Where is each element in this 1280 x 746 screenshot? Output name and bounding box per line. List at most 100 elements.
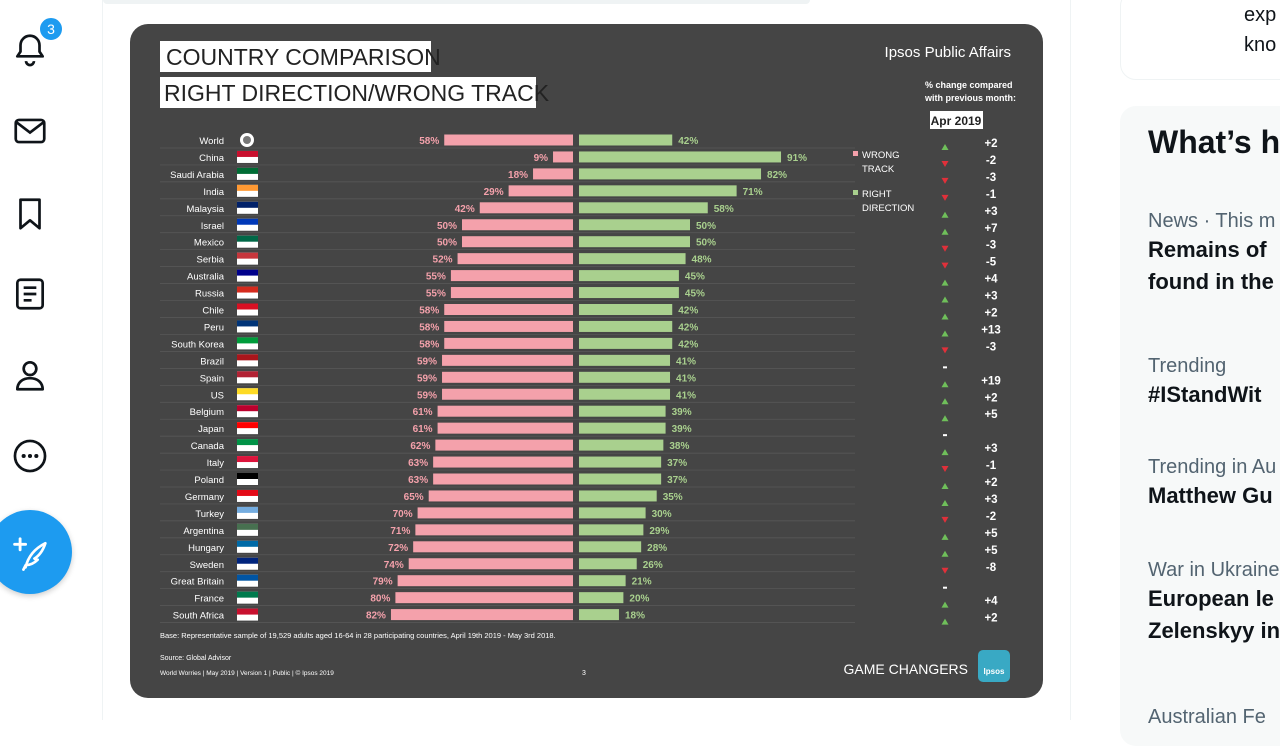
change-label: +2 — [984, 613, 997, 625]
country-flag-band — [237, 473, 258, 479]
country-flag-band — [237, 286, 258, 293]
up-arrow-icon — [941, 483, 949, 489]
trend-item[interactable]: Trending #IStandWit — [1148, 353, 1261, 411]
legend-label: RIGHT — [862, 189, 892, 200]
notifications-button[interactable]: 3 — [10, 16, 64, 70]
month-box — [930, 111, 983, 129]
tweet-image[interactable]: COUNTRY COMPARISON RIGHT DIRECTION/WRONG… — [130, 24, 1043, 698]
country-label: Hungary — [188, 543, 224, 554]
right-direction-label: 38% — [669, 441, 689, 452]
right-direction-bar — [579, 219, 690, 231]
chart-row: Serbia 52% 48% -5 — [160, 252, 997, 269]
right-direction-bar — [579, 490, 657, 502]
chart-row: Spain 59% 41% +19 — [160, 371, 1001, 388]
wrong-track-label: 42% — [455, 204, 475, 215]
change-label: -1 — [986, 189, 997, 201]
wrong-track-bar — [442, 388, 573, 400]
wrong-track-bar — [442, 371, 573, 383]
wrong-track-bar — [397, 575, 573, 587]
right-direction-label: 42% — [678, 136, 698, 147]
wrong-track-bar — [390, 609, 573, 621]
change-label: +4 — [984, 596, 998, 608]
legend-swatch — [853, 190, 858, 195]
top-strip — [103, 0, 810, 4]
trend-item[interactable]: Trending in Au Matthew Gu — [1148, 454, 1276, 512]
more-button[interactable] — [10, 436, 50, 476]
right-direction-label: 50% — [696, 238, 716, 249]
right-direction-label: 18% — [625, 611, 645, 622]
chart-row: US 59% 41% +2 — [160, 388, 998, 405]
right-direction-label: 28% — [647, 543, 667, 554]
right-direction-bar — [579, 592, 624, 604]
change-label: +5 — [984, 409, 998, 421]
up-arrow-icon — [941, 533, 949, 540]
bookmarks-button[interactable] — [10, 194, 50, 234]
wrong-track-label: 61% — [413, 424, 433, 435]
country-flag-band — [237, 422, 258, 429]
no-change-dash — [943, 434, 947, 437]
trends-panel — [1120, 106, 1280, 746]
chart-row: Israel 50% 50% +7 — [160, 218, 998, 235]
right-direction-bar — [579, 609, 619, 621]
country-flag-band — [237, 489, 258, 496]
country-label: Belgium — [190, 407, 224, 418]
chart-row: Australia 55% 45% +4 — [160, 269, 998, 286]
change-label: +19 — [981, 375, 1001, 387]
country-label: Israel — [201, 221, 224, 232]
profile-button[interactable] — [10, 355, 50, 395]
right-direction-bar — [579, 134, 673, 146]
country-label: Saudi Arabia — [170, 170, 225, 181]
up-arrow-icon — [941, 144, 949, 150]
country-label: Australia — [187, 272, 225, 283]
globe-icon-land — [243, 136, 251, 144]
country-comparison-chart: COUNTRY COMPARISON RIGHT DIRECTION/WRONG… — [160, 41, 1016, 682]
right-direction-label: 45% — [685, 289, 705, 300]
right-direction-label: 91% — [787, 153, 807, 164]
down-arrow-icon — [941, 567, 949, 574]
lists-button[interactable] — [10, 274, 50, 314]
trend-headline: European le — [1148, 586, 1274, 611]
country-label: Germany — [185, 492, 224, 503]
chart-row: Germany 65% 35% +3 — [160, 489, 998, 506]
wrong-track-label: 29% — [484, 187, 504, 198]
change-label: +3 — [984, 206, 997, 218]
country-flag-band — [237, 167, 258, 174]
right-direction-label: 82% — [767, 170, 787, 181]
trend-item[interactable]: War in Ukraine European le Zelenskyy in — [1148, 557, 1280, 647]
right-direction-bar — [579, 270, 679, 282]
right-direction-label: 41% — [676, 356, 696, 367]
trend-item[interactable]: News · This m Remains of found in the — [1148, 208, 1275, 298]
wrong-track-bar — [444, 134, 573, 146]
up-arrow-icon — [941, 550, 949, 557]
right-direction-bar — [579, 202, 708, 214]
up-arrow-icon — [941, 228, 949, 235]
wrong-track-bar — [417, 507, 573, 519]
chart-row: Great Britain 79% 21% — [160, 574, 947, 590]
wrong-track-bar — [553, 151, 573, 163]
mail-icon — [14, 118, 46, 144]
change-label: +3 — [984, 494, 997, 506]
change-label: -3 — [986, 341, 996, 353]
wrong-track-bar — [450, 287, 573, 299]
up-arrow-icon — [941, 398, 949, 405]
right-direction-bar — [579, 405, 666, 417]
change-label: -2 — [986, 511, 996, 523]
chart-row: China 9% 91% -2 — [160, 150, 996, 167]
wrong-track-label: 62% — [410, 441, 430, 452]
country-label: Italy — [207, 458, 225, 469]
up-arrow-icon — [941, 313, 949, 320]
messages-button[interactable] — [10, 111, 50, 151]
wrong-track-bar — [413, 541, 573, 553]
compose-tweet-button[interactable] — [0, 510, 72, 594]
more-icon — [13, 439, 47, 473]
right-direction-bar — [579, 354, 671, 366]
right-direction-label: 37% — [667, 475, 687, 486]
right-direction-label: 37% — [667, 458, 687, 469]
right-direction-bar — [579, 473, 662, 485]
wrong-track-label: 65% — [404, 492, 424, 503]
country-label: Canada — [191, 441, 225, 452]
trend-item[interactable]: Australian Fe — [1148, 704, 1266, 730]
no-change-dash — [943, 366, 947, 369]
down-arrow-icon — [941, 245, 949, 252]
lists-icon — [15, 278, 45, 310]
